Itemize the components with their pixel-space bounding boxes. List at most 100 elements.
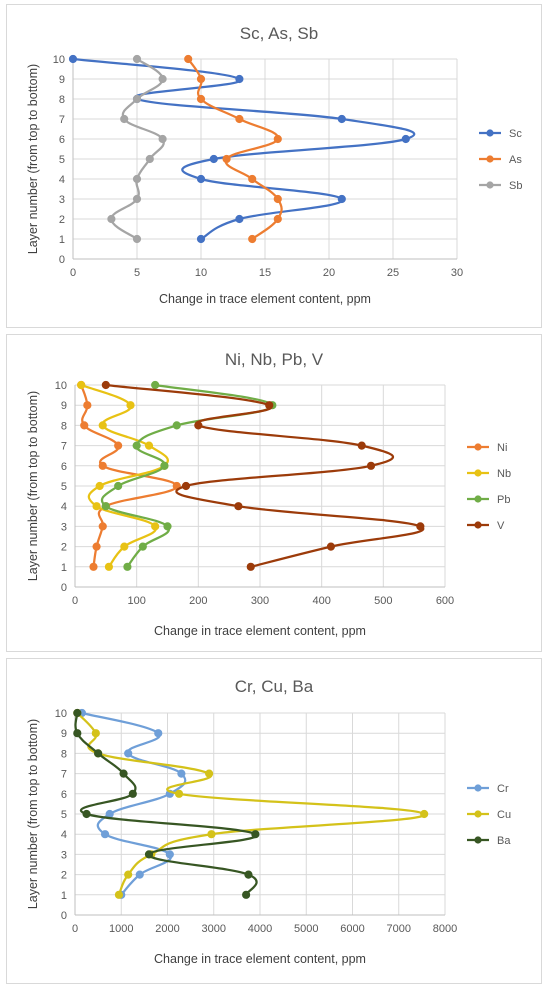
data-point-ba <box>73 708 82 718</box>
data-point-nb <box>151 522 160 531</box>
series-line-cr <box>81 711 187 896</box>
data-point-sc <box>337 194 346 204</box>
data-point-sb <box>132 234 142 244</box>
data-point-cu <box>420 809 429 819</box>
y-tick-label: 0 <box>61 910 67 922</box>
y-tick-label: 3 <box>61 849 67 861</box>
data-point-as <box>273 194 282 204</box>
data-point-v <box>416 522 425 531</box>
legend-label: Sc <box>509 128 522 140</box>
data-point-as <box>196 74 206 84</box>
data-point-sc <box>196 174 206 184</box>
legend-item-ni: Ni <box>467 442 507 454</box>
legend-swatch-marker <box>486 181 494 189</box>
y-tick-label: 0 <box>61 582 67 594</box>
data-point-as <box>273 134 282 144</box>
y-tick-label: 10 <box>55 380 67 392</box>
x-tick-label: 400 <box>312 595 330 607</box>
gridlines <box>74 712 446 916</box>
data-point-pb <box>101 502 110 511</box>
data-point-v <box>326 542 336 551</box>
data-point-sc <box>196 234 206 244</box>
y-tick-label: 2 <box>61 870 67 882</box>
data-point-sc <box>209 154 218 164</box>
tick-labels: 0 1000 2000 3000 4000 5000 6000 7000 8000 0 1 2 3 4 5 6… <box>55 708 457 935</box>
y-tick-label: 8 <box>61 420 67 432</box>
data-point-sc <box>235 74 244 84</box>
series-line-as <box>187 58 283 240</box>
data-point-pb <box>163 522 172 531</box>
data-point-sb <box>145 154 154 164</box>
data-point-nb <box>104 562 114 571</box>
gridlines <box>72 58 458 260</box>
data-point-pb <box>160 461 169 470</box>
data-point-pb <box>132 441 141 450</box>
legend-label: As <box>509 154 522 166</box>
y-tick-label: 3 <box>59 194 65 206</box>
data-point-ni <box>114 441 123 450</box>
series-line-ba <box>74 712 258 896</box>
x-axis-title: Change in trace element content, ppm <box>159 292 371 306</box>
legend-item-cr: Cr <box>467 783 509 795</box>
data-point-as <box>248 174 257 184</box>
x-tick-label: 600 <box>436 595 454 607</box>
x-tick-label: 15 <box>259 267 271 279</box>
chart-title: Ni, Nb, Pb, V <box>225 350 324 369</box>
data-point-cr <box>165 850 174 859</box>
y-tick-label: 5 <box>61 481 67 493</box>
data-point-sb <box>132 94 142 104</box>
series-v <box>101 380 425 571</box>
x-tick-label: 10 <box>195 267 207 279</box>
series-line-nb <box>80 383 169 568</box>
y-axis-title: Layer number (from top to bottom) <box>26 64 40 254</box>
y-tick-label: 6 <box>61 461 67 473</box>
x-tick-label: 1000 <box>109 923 133 935</box>
y-tick-label: 9 <box>61 728 67 740</box>
x-tick-label: 5000 <box>294 923 318 935</box>
legend-label: Nb <box>497 468 511 480</box>
legend: Sc As Sb <box>479 128 522 192</box>
y-tick-label: 7 <box>59 114 65 126</box>
legend-swatch-marker <box>474 810 482 818</box>
data-point-cr <box>135 870 144 879</box>
series-cu <box>73 708 429 899</box>
legend-swatch-marker <box>474 521 482 529</box>
data-point-nb <box>92 502 101 511</box>
y-tick-label: 8 <box>61 748 67 760</box>
data-point-ba <box>244 870 253 879</box>
legend-swatch-marker <box>474 836 482 844</box>
y-tick-label: 4 <box>61 829 67 841</box>
x-tick-label: 0 <box>72 923 78 935</box>
legend: Cr Cu Ba <box>467 783 511 847</box>
data-point-sb <box>132 194 142 204</box>
gridlines <box>74 384 446 588</box>
x-tick-label: 500 <box>374 595 392 607</box>
x-tick-label: 8000 <box>433 923 457 935</box>
legend-swatch-marker <box>474 784 482 792</box>
x-tick-label: 300 <box>251 595 269 607</box>
chart-sc-as-sb: Sc, As, Sb 0 5 10 15 20 25 30 0 1 2 3 4 5 6 7 8 9 10 Change… <box>26 24 522 306</box>
series-sc <box>68 54 416 244</box>
y-tick-label: 2 <box>59 214 65 226</box>
data-point-sb <box>107 214 116 224</box>
legend-label: V <box>497 520 505 532</box>
data-point-cr <box>100 830 110 839</box>
y-axis-title: Layer number (from top to bottom) <box>26 391 40 581</box>
data-point-nb <box>144 441 154 450</box>
y-tick-label: 9 <box>61 400 67 412</box>
data-point-ni <box>83 401 92 410</box>
data-point-sb <box>132 54 142 64</box>
legend-item-sc: Sc <box>479 128 522 140</box>
data-point-ba <box>251 830 260 839</box>
x-tick-label: 5 <box>134 267 140 279</box>
x-tick-label: 3000 <box>202 923 226 935</box>
data-point-ba <box>119 769 128 778</box>
data-point-v <box>265 401 274 410</box>
data-point-pb <box>114 481 123 491</box>
y-tick-label: 8 <box>59 94 65 106</box>
tick-labels: 0 5 10 15 20 25 30 0 1 2 3 4 5 6 7 8 9 10 <box>53 54 463 279</box>
data-point-cu <box>205 769 214 778</box>
data-point-ba <box>73 729 82 738</box>
y-tick-label: 4 <box>59 174 65 186</box>
y-axis-title: Layer number (from top to bottom) <box>26 719 40 909</box>
